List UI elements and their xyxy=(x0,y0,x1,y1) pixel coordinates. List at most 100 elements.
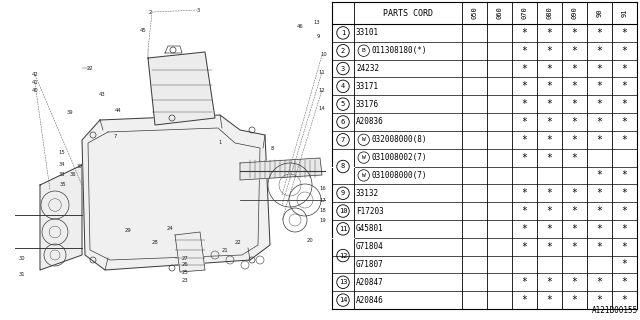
Text: 4: 4 xyxy=(341,83,345,89)
Text: 19: 19 xyxy=(319,218,326,222)
Text: *: * xyxy=(596,295,602,305)
Text: 050: 050 xyxy=(472,7,477,20)
Text: 33101: 33101 xyxy=(356,28,379,37)
Text: 031008002(7): 031008002(7) xyxy=(371,153,427,162)
Text: A20846: A20846 xyxy=(356,296,384,305)
Text: *: * xyxy=(572,117,577,127)
Text: G71807: G71807 xyxy=(356,260,384,269)
Text: 16: 16 xyxy=(319,186,326,190)
Text: 7: 7 xyxy=(341,137,345,143)
Text: 30: 30 xyxy=(19,255,26,260)
Text: A20836: A20836 xyxy=(356,117,384,126)
Text: 7: 7 xyxy=(113,133,116,139)
Text: *: * xyxy=(572,64,577,74)
Text: 032008000(8): 032008000(8) xyxy=(371,135,427,144)
Text: A20847: A20847 xyxy=(356,278,384,287)
Text: B: B xyxy=(362,48,365,53)
Text: *: * xyxy=(596,46,602,56)
Text: *: * xyxy=(596,117,602,127)
Text: 42: 42 xyxy=(31,73,38,77)
Text: W: W xyxy=(362,173,365,178)
Text: 46: 46 xyxy=(296,25,303,29)
Polygon shape xyxy=(240,158,322,180)
Text: *: * xyxy=(572,99,577,109)
Text: 33132: 33132 xyxy=(356,189,379,198)
Text: 34: 34 xyxy=(59,163,65,167)
Text: *: * xyxy=(572,242,577,252)
Polygon shape xyxy=(148,52,215,125)
Text: 060: 060 xyxy=(497,7,502,20)
Polygon shape xyxy=(40,165,82,270)
Text: 10: 10 xyxy=(321,52,328,58)
Text: *: * xyxy=(572,28,577,38)
Text: *: * xyxy=(547,295,552,305)
Text: 9: 9 xyxy=(341,190,345,196)
Text: *: * xyxy=(596,64,602,74)
Text: 13: 13 xyxy=(339,279,348,285)
Text: G45801: G45801 xyxy=(356,224,384,233)
Text: 33171: 33171 xyxy=(356,82,379,91)
Text: *: * xyxy=(522,81,527,91)
Text: *: * xyxy=(522,188,527,198)
Text: *: * xyxy=(572,81,577,91)
Text: 5: 5 xyxy=(341,101,345,107)
Text: *: * xyxy=(547,277,552,287)
Text: 31: 31 xyxy=(19,273,26,277)
Text: 28: 28 xyxy=(152,241,158,245)
Text: *: * xyxy=(522,153,527,163)
Text: W: W xyxy=(362,155,365,160)
Text: 3: 3 xyxy=(196,7,200,12)
Text: *: * xyxy=(621,295,627,305)
Text: 91: 91 xyxy=(621,9,627,17)
Text: *: * xyxy=(522,117,527,127)
Text: *: * xyxy=(522,295,527,305)
Text: 45: 45 xyxy=(140,28,147,33)
Text: 27: 27 xyxy=(182,255,188,260)
Text: 1: 1 xyxy=(218,140,221,145)
Polygon shape xyxy=(175,232,205,272)
Text: A121B00155: A121B00155 xyxy=(592,306,638,315)
Text: *: * xyxy=(522,28,527,38)
Text: 2: 2 xyxy=(341,48,345,54)
Text: *: * xyxy=(547,28,552,38)
Text: *: * xyxy=(572,135,577,145)
Text: *: * xyxy=(547,46,552,56)
Text: *: * xyxy=(522,64,527,74)
Text: *: * xyxy=(547,81,552,91)
Text: *: * xyxy=(522,277,527,287)
Text: *: * xyxy=(547,206,552,216)
Text: 43: 43 xyxy=(99,92,106,98)
Text: *: * xyxy=(621,28,627,38)
Text: *: * xyxy=(596,206,602,216)
Text: 17: 17 xyxy=(319,197,326,203)
Text: *: * xyxy=(621,135,627,145)
Text: *: * xyxy=(596,171,602,180)
Text: PARTS CORD: PARTS CORD xyxy=(383,9,433,18)
Text: 22: 22 xyxy=(86,66,93,70)
Text: 40: 40 xyxy=(31,89,38,93)
Text: *: * xyxy=(547,117,552,127)
Text: 10: 10 xyxy=(339,208,348,214)
Text: G71804: G71804 xyxy=(356,242,384,251)
Text: 22: 22 xyxy=(235,239,241,244)
Text: 36: 36 xyxy=(70,172,76,178)
Text: *: * xyxy=(596,242,602,252)
Text: 35: 35 xyxy=(60,182,67,188)
Text: 21: 21 xyxy=(221,247,228,252)
Text: *: * xyxy=(572,188,577,198)
Text: 33: 33 xyxy=(59,172,65,178)
Polygon shape xyxy=(82,115,270,270)
Text: *: * xyxy=(596,135,602,145)
Text: *: * xyxy=(572,46,577,56)
Text: 15: 15 xyxy=(59,149,65,155)
Text: *: * xyxy=(572,224,577,234)
Text: 070: 070 xyxy=(522,7,527,20)
Text: *: * xyxy=(621,277,627,287)
Text: *: * xyxy=(621,188,627,198)
Text: 24: 24 xyxy=(166,226,173,230)
Text: 12: 12 xyxy=(319,87,325,92)
Text: *: * xyxy=(572,277,577,287)
Text: 37: 37 xyxy=(77,164,83,170)
Text: 13: 13 xyxy=(314,20,320,25)
Text: *: * xyxy=(572,153,577,163)
